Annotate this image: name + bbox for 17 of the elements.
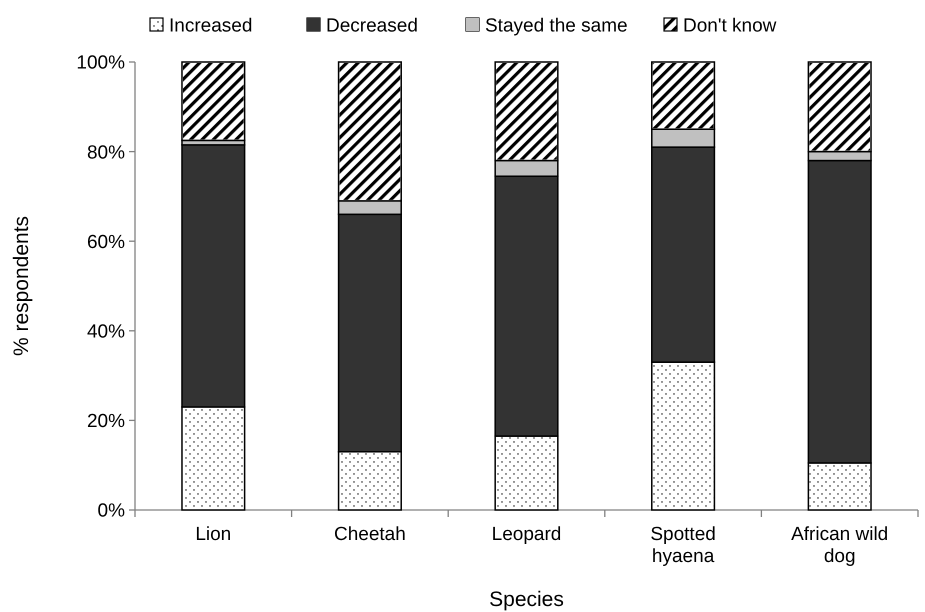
legend-label: Stayed the same xyxy=(485,16,628,37)
y-tick-label: 100% xyxy=(76,52,126,74)
y-tick-label: 0% xyxy=(98,500,126,522)
legend-label: Don't know xyxy=(683,16,777,37)
x-tick-label: Lion xyxy=(195,524,232,545)
y-tick-label: 20% xyxy=(86,411,126,432)
y-tick-label: 40% xyxy=(86,321,126,342)
y-tick-label: 80% xyxy=(86,142,126,164)
y-axis-title: % respondents xyxy=(10,216,33,356)
y-tick-label: 60% xyxy=(86,232,126,253)
x-tick-label: Spotted hyaena xyxy=(650,524,716,567)
x-axis-title: Species xyxy=(489,588,564,611)
legend-label: Increased xyxy=(169,16,252,37)
x-tick-label: Cheetah xyxy=(334,524,406,545)
x-tick-label: Leopard xyxy=(492,524,562,545)
x-tick-label: African wild dog xyxy=(791,524,888,567)
legend-label: Decreased xyxy=(326,16,418,37)
